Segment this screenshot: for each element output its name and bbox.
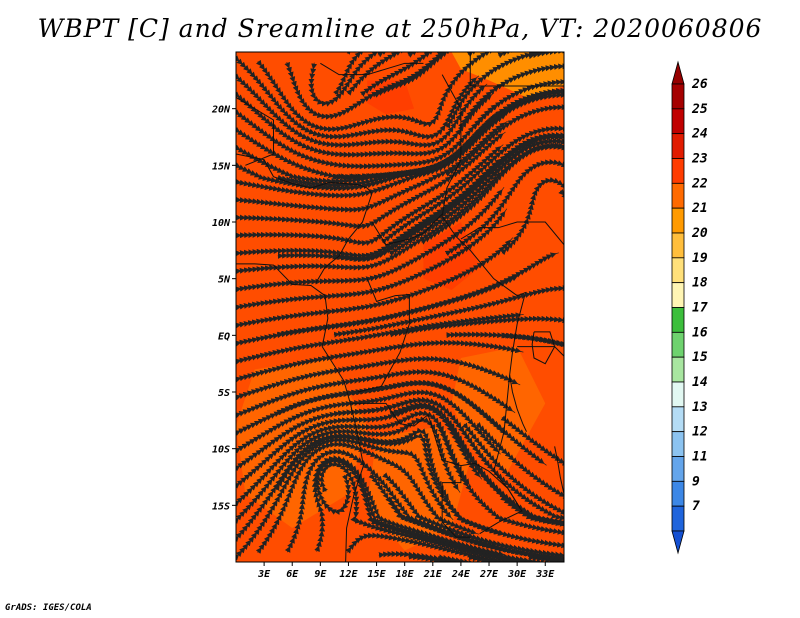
colorbar-label: 23 [691,152,708,167]
colorbar-top-arrow [671,60,685,85]
colorbar-label: 18 [692,276,708,291]
line-border-car [371,213,443,246]
line-border-south-sudan [460,221,564,245]
lat-tick-label: 10S [212,445,230,456]
streamline [500,495,564,528]
latitude-axis: 20N 15N 10N 5N EQ 5S 10S 15S [211,105,236,512]
lon-tick-label: 3E [257,569,271,580]
lon-tick-label: 30E [507,569,527,580]
lon-tick-label: 27E [479,569,499,580]
lat-tick-label: EQ [218,331,230,342]
colorbar: 26 25 24 23 22 21 20 19 18 17 16 15 14 13 12 11 9 7 [671,60,708,555]
colorbar-segment [671,307,685,333]
colorbar-segment [671,331,685,358]
colorbar-segment [671,356,685,383]
streamline [500,176,564,256]
line-border-chad-sudan [441,74,527,297]
grads-credit: GrADS: IGES/COLA [5,603,92,613]
lon-tick-label: 9E [314,569,327,580]
line-border-egypt [469,52,564,87]
line-border-niger [236,153,368,189]
map-frame [235,51,565,563]
lat-tick-label: 5N [218,275,231,286]
colorbar-segment [671,133,685,159]
colorbar-label: 24 [691,127,708,142]
colorbar-label: 13 [692,400,708,415]
lon-tick-label: 6E [286,569,299,580]
colorbar-label: 21 [691,201,708,216]
line-lake-malawi [554,446,564,495]
streamline [333,285,564,338]
colorbar-label: 19 [692,251,708,266]
colorbar-label: 20 [691,226,708,241]
colorbar-label: 12 [692,425,708,440]
colorbar-segment [671,182,685,209]
streamline [499,142,564,175]
streamline [444,104,564,177]
colorbar-label: 25 [691,102,708,117]
map-title: WBPT [C] and Sreamline at 250hPa, VT: 20… [37,14,763,43]
colorbar-segment [671,381,685,408]
line-border-tanzania [517,346,564,357]
line-border-drc-angola [351,402,471,538]
colorbar-label: 26 [691,77,708,92]
map-panel [236,52,564,562]
coastlines-borders [236,52,564,562]
colorbar-segment [671,257,685,284]
colorbar-label: 22 [691,176,708,191]
colorbar-label: 16 [692,325,708,340]
lon-tick-label: 21E [423,569,443,580]
lon-tick-label: 24E [451,569,471,580]
colorbar-label: 17 [692,301,708,316]
line-border-libya [320,62,424,76]
line-border-zambia [460,462,523,535]
streamlines [236,52,564,562]
colorbar-segment [671,207,685,234]
colorbar-label: 7 [692,499,700,514]
lon-tick-label: 12E [339,569,358,580]
colorbar-segment [671,505,685,532]
colorbar-segment [671,232,685,259]
streamline [500,415,564,467]
colorbar-label: 15 [692,350,708,365]
lon-tick-label: 15E [368,569,387,580]
colorbar-label: 14 [692,375,708,390]
lat-tick-label: 5S [218,388,230,399]
colorbar-label: 9 [692,474,700,489]
line-border-drc-east [493,295,526,512]
line-border-mali [236,96,274,166]
lat-tick-label: 15N [212,161,231,172]
longitude-axis: 3E 6E 9E 12E 15E 18E 21E 24E 27E 30E 33E [257,562,555,580]
lat-tick-label: 20N [211,105,231,116]
colorbar-segment [671,480,685,507]
lat-tick-label: 10N [212,218,231,229]
line-lake-victoria [531,331,556,365]
streamline [389,315,564,338]
line-border-nigeria-cameroon [315,187,373,284]
colorbar-label: 11 [692,450,708,465]
lon-tick-label: 18E [396,569,415,580]
colorbar-segment [671,456,685,482]
lat-tick-label: 15S [212,501,230,512]
line-border-congo [357,278,410,393]
colorbar-segment [671,108,685,135]
colorbar-segment [671,282,685,308]
colorbar-segment [671,431,685,457]
lon-tick-label: 33E [535,569,555,580]
colorbar-segment [671,406,685,433]
colorbar-segment [671,83,685,110]
colorbar-bottom-arrow [671,530,685,555]
streamline [502,332,564,348]
line-west-coast [236,263,364,562]
colorbar-segment [671,158,685,184]
line-lake-tanganyika [509,374,527,432]
